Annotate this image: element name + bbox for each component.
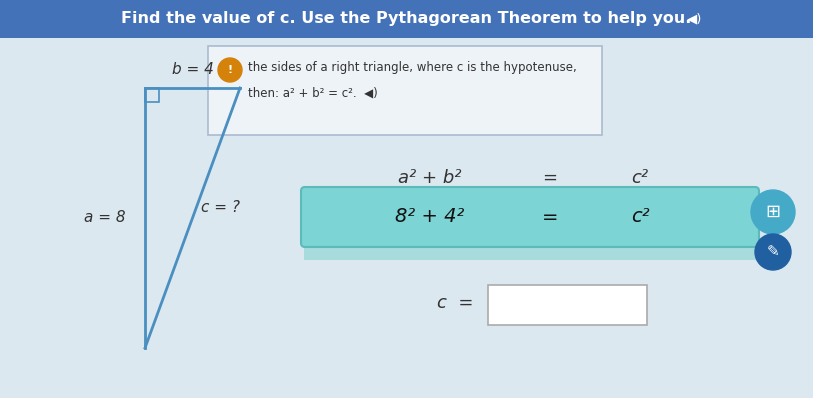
Text: 8² + 4²: 8² + 4² — [395, 207, 465, 226]
Text: a = 8: a = 8 — [85, 211, 126, 226]
FancyBboxPatch shape — [304, 244, 756, 260]
Text: =: = — [542, 169, 558, 187]
Text: =: = — [541, 207, 559, 226]
Text: then: a² + b² = c².  ◀): then: a² + b² = c². ◀) — [248, 86, 378, 100]
Text: c  =: c = — [437, 294, 473, 312]
Text: c = ?: c = ? — [201, 201, 240, 215]
Text: c²: c² — [631, 207, 650, 226]
Circle shape — [755, 234, 791, 270]
FancyBboxPatch shape — [301, 187, 759, 247]
Text: ⊞: ⊞ — [765, 203, 780, 221]
Text: !: ! — [228, 65, 233, 75]
FancyBboxPatch shape — [208, 46, 602, 135]
Text: ◀): ◀) — [687, 12, 702, 25]
Circle shape — [218, 58, 242, 82]
FancyBboxPatch shape — [0, 38, 813, 398]
FancyBboxPatch shape — [488, 285, 647, 325]
Bar — [145, 88, 159, 102]
Text: the sides of a right triangle, where c is the hypotenuse,: the sides of a right triangle, where c i… — [248, 62, 576, 74]
Text: a² + b²: a² + b² — [398, 169, 462, 187]
Text: b = 4: b = 4 — [172, 62, 214, 78]
Text: c²: c² — [632, 169, 649, 187]
Circle shape — [751, 190, 795, 234]
Text: ✎: ✎ — [767, 244, 780, 259]
FancyBboxPatch shape — [0, 0, 813, 38]
Text: Find the value of c. Use the Pythagorean Theorem to help you.: Find the value of c. Use the Pythagorean… — [121, 12, 692, 27]
